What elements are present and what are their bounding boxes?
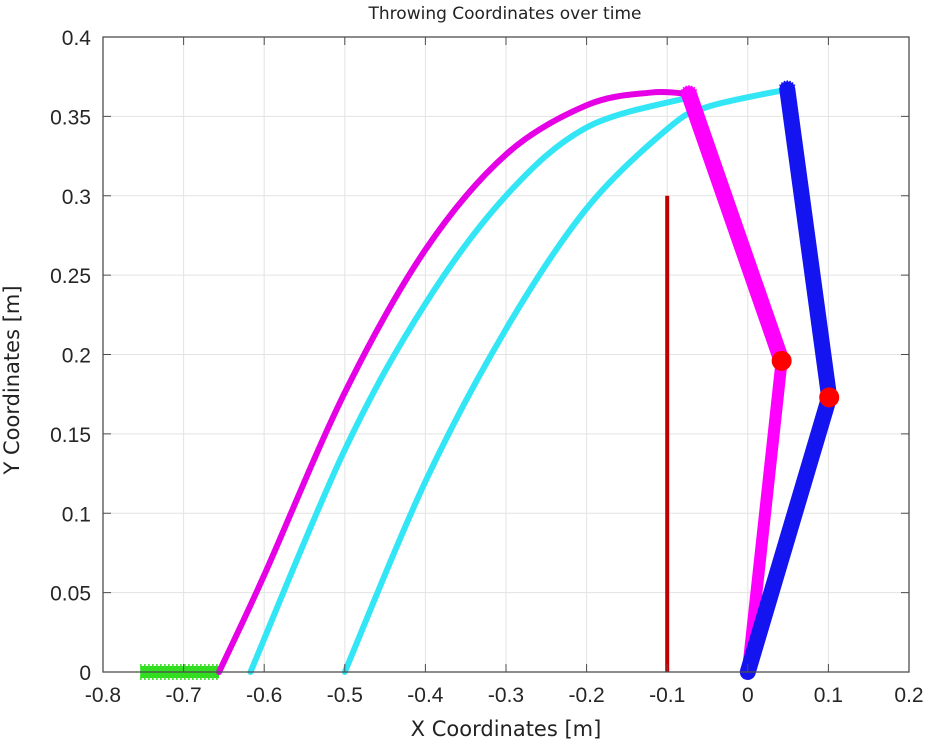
elbow-joint-marker [819, 387, 840, 408]
trajectory-1 [216, 88, 692, 675]
y-tick-label: 0.25 [50, 265, 91, 288]
y-tick-label: 0.4 [62, 27, 92, 50]
x-tick-label: -0.6 [246, 684, 282, 707]
chart-title: Throwing Coordinates over time [368, 4, 642, 24]
arm-2-lower [739, 389, 838, 680]
x-tick-label: -0.5 [327, 684, 363, 707]
y-tick-label: 0 [79, 662, 91, 685]
x-tick-label: -0.1 [649, 684, 685, 707]
y-tick-label: 0.35 [50, 106, 91, 129]
y-tick-label: 0.15 [50, 424, 91, 447]
x-axis-label: X Coordinates [m] [410, 717, 602, 741]
x-tick-label: -0.2 [569, 684, 605, 707]
data-series [140, 80, 840, 680]
y-tick-label: 0.05 [50, 583, 91, 606]
arm-1-upper [680, 86, 790, 369]
x-tick-label: -0.4 [407, 684, 444, 707]
x-tick-label: 0.2 [894, 684, 923, 707]
tick-labels: -0.8 -0.7 -0.6 -0.5 -0.4 -0.3 -0.2 -0.1 0 0.1 0.2 0… [50, 27, 923, 707]
y-tick-label: 0.1 [62, 503, 91, 526]
arm-1-lower [741, 354, 788, 678]
elbow-joint-marker [771, 350, 792, 371]
trajectory-2 [247, 94, 692, 675]
y-tick-label: 0.3 [62, 186, 91, 209]
arm-2-upper [779, 81, 838, 406]
x-tick-label: 0.1 [814, 684, 843, 707]
x-tick-label: 0 [742, 684, 754, 707]
x-tick-label: -0.3 [488, 684, 524, 707]
x-tick-label: -0.8 [85, 684, 121, 707]
y-tick-label: 0.2 [62, 345, 91, 368]
x-tick-label: -0.7 [166, 684, 202, 707]
